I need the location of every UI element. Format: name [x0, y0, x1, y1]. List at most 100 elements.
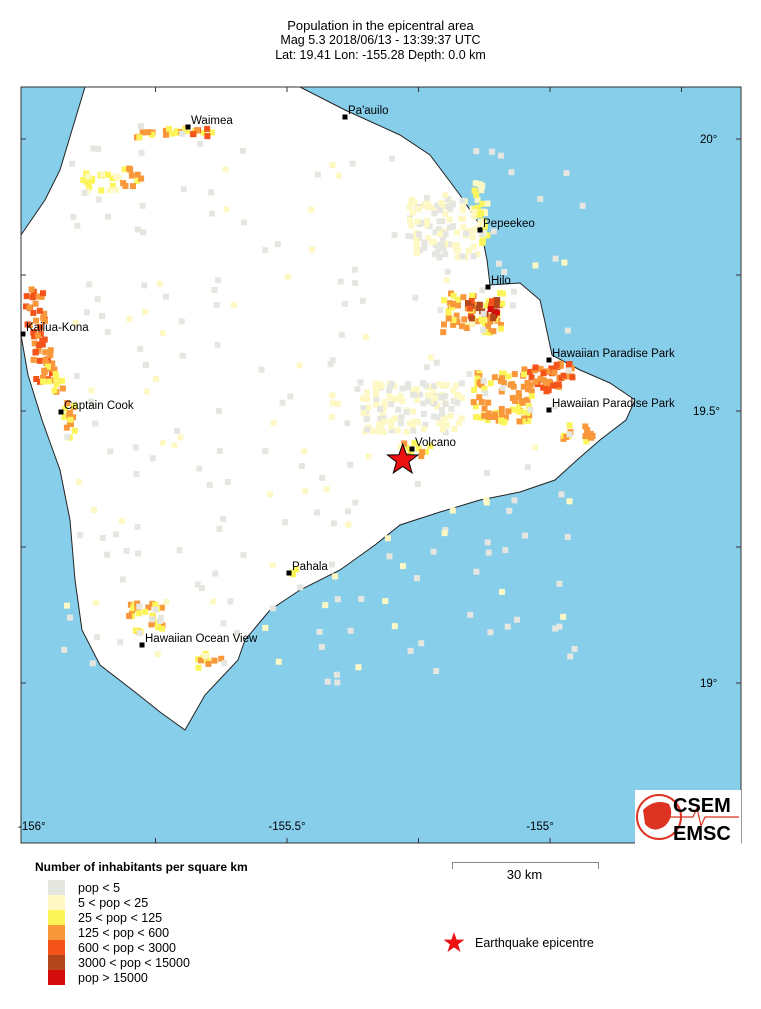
- population-cell: [154, 651, 161, 658]
- population-cell: [480, 310, 487, 317]
- population-cell: [215, 408, 222, 415]
- population-cell: [364, 426, 371, 433]
- population-cell: [389, 155, 396, 162]
- population-cell: [493, 309, 500, 316]
- population-cell: [476, 211, 483, 218]
- population-cell: [42, 349, 49, 356]
- population-cell: [388, 427, 395, 434]
- legend-swatch: [48, 970, 65, 985]
- population-cell: [542, 383, 549, 390]
- population-cell: [412, 418, 419, 425]
- population-cell: [323, 486, 330, 493]
- population-cell: [133, 470, 140, 477]
- population-cell: [420, 400, 427, 407]
- population-cell: [505, 408, 512, 415]
- population-cell: [206, 482, 213, 489]
- population-cell: [47, 352, 54, 359]
- population-cell: [47, 347, 54, 354]
- population-cell: [387, 401, 394, 408]
- population-cell: [545, 387, 552, 394]
- population-cell: [72, 319, 79, 326]
- population-cell: [38, 293, 45, 300]
- population-cell: [89, 175, 96, 182]
- population-cell: [553, 361, 560, 368]
- population-cell: [563, 433, 570, 440]
- population-cell: [202, 653, 209, 660]
- population-cell: [453, 229, 460, 236]
- population-cell: [463, 230, 470, 237]
- population-cell: [416, 231, 423, 238]
- population-cell: [413, 241, 420, 248]
- population-cell: [166, 125, 173, 132]
- population-cell: [119, 576, 126, 583]
- population-cell: [149, 612, 156, 619]
- population-cell: [423, 364, 430, 371]
- population-cell: [211, 657, 218, 664]
- population-cell: [490, 328, 497, 335]
- population-cell: [136, 630, 143, 637]
- population-cell: [566, 498, 573, 505]
- population-cell: [182, 126, 189, 133]
- population-cell: [420, 426, 427, 433]
- population-cell: [80, 177, 87, 184]
- population-cell: [179, 130, 186, 137]
- population-cell: [39, 337, 46, 344]
- population-cell: [431, 210, 438, 217]
- population-cell: [39, 341, 46, 348]
- population-cell: [262, 448, 269, 455]
- population-cell: [136, 603, 143, 610]
- population-cell: [134, 600, 141, 607]
- population-cell: [62, 405, 69, 412]
- population-cell: [484, 232, 491, 239]
- population-cell: [126, 165, 133, 172]
- population-cell: [262, 624, 269, 631]
- population-cell: [442, 210, 449, 217]
- population-cell: [458, 323, 465, 330]
- population-cell: [388, 423, 395, 430]
- population-cell: [373, 390, 380, 397]
- population-cell: [403, 428, 410, 435]
- svg-text:CSEM: CSEM: [673, 795, 731, 817]
- population-cell: [132, 444, 139, 451]
- legend-label: 125 < pop < 600: [78, 925, 170, 940]
- population-cell: [197, 140, 204, 147]
- population-cell: [233, 630, 240, 637]
- population-cell: [84, 179, 91, 186]
- population-cell: [117, 639, 124, 646]
- population-cell: [459, 253, 466, 260]
- population-cell: [443, 277, 450, 284]
- population-cell: [513, 616, 520, 623]
- population-cell: [432, 229, 439, 236]
- population-cell: [452, 382, 459, 389]
- population-cell: [471, 213, 478, 220]
- legend-item: 5 < pop < 25: [48, 895, 148, 910]
- population-cell: [224, 479, 231, 486]
- scale-label: 30 km: [506, 867, 543, 882]
- svg-text:EMSC: EMSC: [673, 823, 731, 844]
- population-cell: [466, 371, 473, 378]
- legend-label: pop < 5: [78, 880, 121, 895]
- population-cell: [195, 664, 202, 671]
- population-cell: [431, 251, 438, 258]
- population-cell: [511, 371, 518, 378]
- population-cell: [439, 410, 446, 417]
- place-label: Waimea: [191, 115, 233, 127]
- population-cell: [454, 296, 461, 303]
- population-cell: [109, 175, 116, 182]
- population-cell: [88, 387, 95, 394]
- population-cell: [109, 182, 116, 189]
- population-cell: [434, 414, 441, 421]
- population-cell: [211, 287, 218, 294]
- population-cell: [95, 145, 102, 152]
- population-cell: [360, 395, 367, 402]
- population-cell: [270, 419, 277, 426]
- population-cell: [198, 584, 205, 591]
- population-cell: [287, 393, 294, 400]
- population-cell: [450, 397, 457, 404]
- legend-item: 3000 < pop < 15000: [48, 955, 190, 970]
- population-cell: [212, 570, 219, 577]
- population-cell: [440, 382, 447, 389]
- population-cell: [484, 417, 491, 424]
- population-cell: [59, 385, 66, 392]
- population-cell: [95, 196, 102, 203]
